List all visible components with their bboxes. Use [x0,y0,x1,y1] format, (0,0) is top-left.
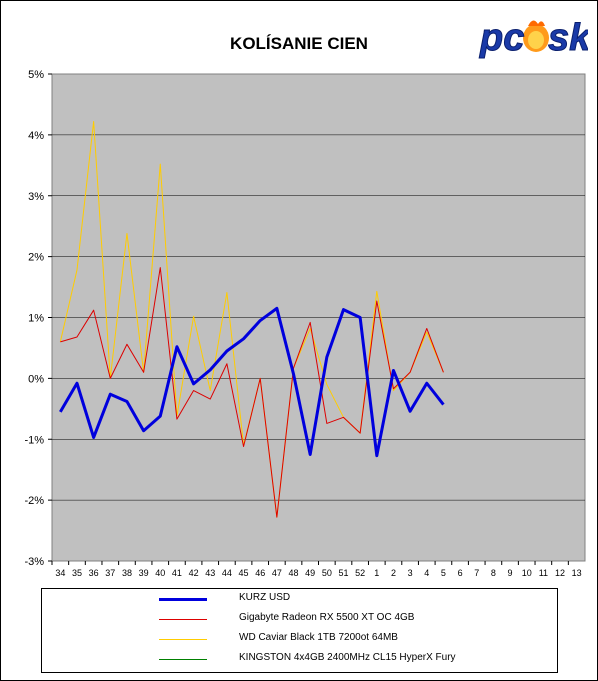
plot: 5%4%3%2%1%0%-1%-2%-3% 34 35 36 37 38 39 40 41 42… [24,69,586,578]
x-tick-label: 2 [391,568,396,578]
series-line-0 [59,306,445,458]
x-tick-label: 7 [474,568,479,578]
x-tick-label: 52 [355,568,365,578]
series-lines [59,120,445,518]
legend-item: KURZ USD [42,591,557,609]
x-tick-label: 12 [555,568,565,578]
svg-text:sk: sk [548,17,588,59]
legend-swatch-kurz-usd [159,598,207,601]
y-tick-label: -3% [24,556,44,568]
x-tick-label: 10 [522,568,532,578]
x-tick-label: 13 [572,568,582,578]
legend-item: Gigabyte Radeon RX 5500 XT OC 4GB [42,611,557,629]
legend-label: KURZ USD [239,592,291,603]
x-tick-label: 4 [424,568,429,578]
series-line-1 [60,267,444,518]
y-tick-label: 4% [28,130,44,142]
x-tick-label: 46 [255,568,265,578]
legend-label: KINGSTON 4x4GB 2400MHz CL15 HyperX Fury [239,652,456,663]
y-tick-label: 1% [28,313,44,325]
x-tick-label: 5 [441,568,446,578]
y-tick-label: 3% [28,191,44,203]
x-tick-label: 41 [172,568,182,578]
x-tick-label: 6 [458,568,463,578]
x-tick-label: 44 [222,568,232,578]
x-tick-label: 11 [539,568,548,578]
pcsk-logo: pc sk [479,17,589,60]
legend-swatch-wd [159,639,207,640]
legend-label: WD Caviar Black 1TB 7200ot 64MB [239,632,398,643]
x-tick-label: 49 [305,568,315,578]
y-tick-label: -1% [24,434,44,446]
x-tick-label: 50 [322,568,332,578]
chart-title: KOLÍSANIE CIEN [230,34,368,53]
x-tick-label: 45 [239,568,249,578]
y-tick-label: -2% [24,495,44,507]
legend-item: KINGSTON 4x4GB 2400MHz CL15 HyperX Fury [42,651,557,669]
y-tick-label: 5% [28,69,44,81]
svg-text:pc: pc [479,17,524,59]
legend-label: Gigabyte Radeon RX 5500 XT OC 4GB [239,612,415,623]
x-tick-label: 8 [491,568,496,578]
x-tick-label: 38 [122,568,132,578]
x-tick-label: 48 [289,568,299,578]
x-axis: 34 35 36 37 38 39 40 41 42 43 44 45 46 47 48 49 50 51 52 1 2… [51,561,582,578]
grid-lines [52,134,585,501]
y-tick-label: 0% [28,373,44,385]
x-tick-label: 36 [89,568,99,578]
x-tick-label: 40 [155,568,165,578]
x-tick-label: 35 [72,568,82,578]
y-tick-label: 2% [28,252,44,264]
x-tick-label: 47 [272,568,282,578]
x-tick-label: 42 [189,568,199,578]
x-tick-label: 3 [408,568,413,578]
logo-flame-icon [523,20,549,52]
legend-swatch-kingston [159,659,207,660]
x-tick-label: 9 [508,568,513,578]
x-tick-label: 43 [205,568,215,578]
x-tick-label: 39 [139,568,149,578]
x-tick-label: 34 [55,568,65,578]
x-tick-label: 51 [338,568,348,578]
legend: KURZ USD Gigabyte Radeon RX 5500 XT OC 4… [41,588,558,673]
legend-item: WD Caviar Black 1TB 7200ot 64MB [42,631,557,649]
legend-swatch-gigabyte [159,619,207,620]
x-tick-label: 1 [374,568,379,578]
x-tick-label: 37 [105,568,115,578]
y-axis: 5% 4% 3% 2% 1% 0% -1% -2% -3% [24,69,52,568]
